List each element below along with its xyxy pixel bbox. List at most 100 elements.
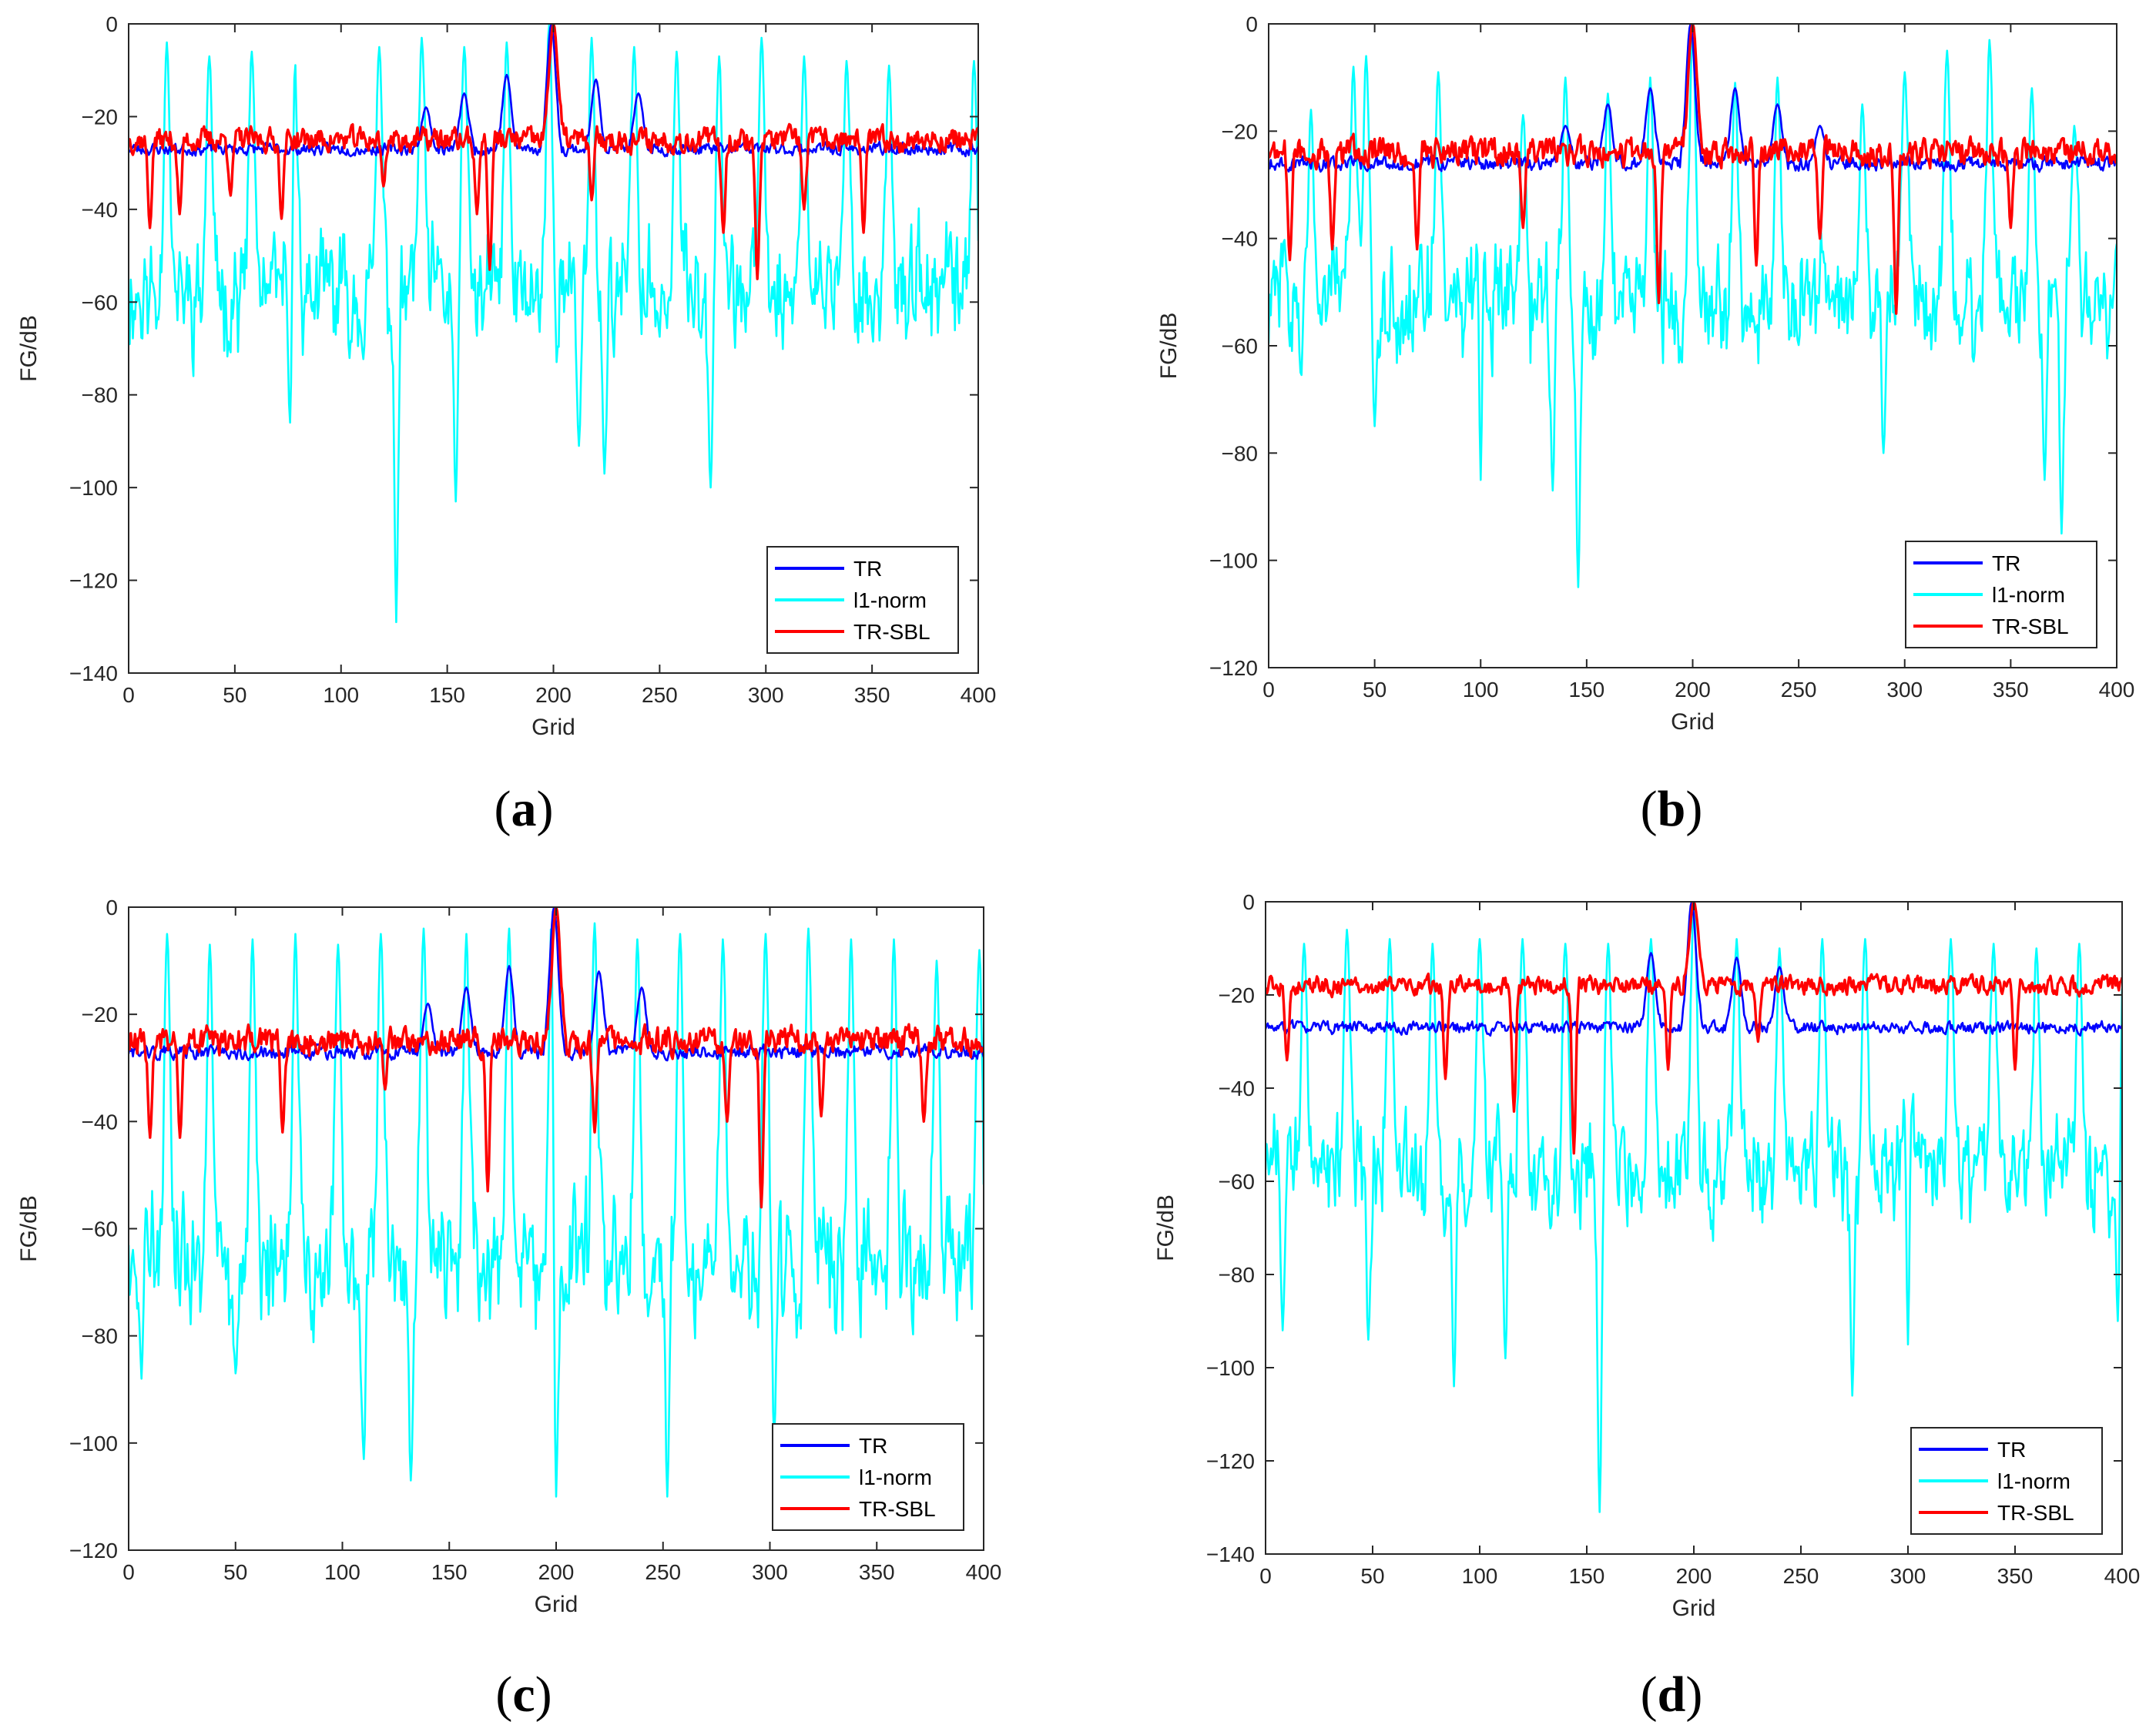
y-tick-label: −20 [82,105,119,129]
x-axis-label: Grid [1671,709,1715,735]
x-tick-label: 150 [1569,1564,1605,1588]
x-tick-label: 350 [854,683,890,707]
x-tick-label: 50 [1360,1564,1384,1588]
y-tick-label: −20 [82,1003,119,1027]
y-tick-label: −20 [1222,119,1259,143]
x-tick-label: 250 [1781,678,1817,702]
x-tick-label: 350 [1993,678,2029,702]
legend-label-l1-norm: l1-norm [1992,583,2065,607]
y-tick-label: −120 [69,569,118,593]
y-tick-label: 0 [106,896,118,919]
series-line-tr-sbl [1269,24,2117,315]
y-axis-label: FG/dB [1153,1194,1179,1261]
legend-label-tr: TR [1992,551,2020,575]
x-tick-label: 100 [1462,1564,1498,1588]
x-tick-label: 200 [1676,1564,1712,1588]
series-line-tr-sbl [129,24,978,280]
y-tick-label: −60 [1219,1170,1256,1194]
x-tick-label: 0 [1259,1564,1272,1588]
y-tick-label: −80 [82,384,119,407]
series-line-tr [1266,902,2122,1037]
x-tick-label: 400 [961,683,997,707]
legend-label-l1-norm: l1-norm [859,1465,932,1489]
x-axis-label: Grid [1672,1596,1716,1621]
legend: TR l1-norm TR-SBL [766,546,959,654]
legend: TR l1-norm TR-SBL [1910,1427,2103,1535]
legend-label-tr: TR [859,1434,887,1458]
x-tick-label: 250 [645,1560,681,1584]
x-tick-label: 50 [223,1560,247,1584]
y-tick-label: −120 [69,1539,118,1563]
x-tick-label: 0 [1262,678,1275,702]
y-tick-label: −80 [1222,441,1259,465]
panel-caption: (a) [495,781,554,837]
y-tick-label: 0 [1242,890,1255,914]
x-tick-label: 300 [748,683,784,707]
x-axis-label: Grid [535,1592,578,1617]
series-line-tr [129,907,984,1062]
x-tick-label: 350 [859,1560,895,1584]
x-axis-label: Grid [531,715,575,740]
legend-label-l1-norm: l1-norm [853,588,927,612]
y-axis-label: FG/dB [16,315,42,382]
y-axis-label: FG/dB [1156,313,1182,380]
x-tick-label: 100 [323,683,359,707]
y-tick-label: −80 [82,1325,119,1348]
x-tick-label: 100 [324,1560,360,1584]
x-tick-label: 100 [1463,678,1499,702]
x-tick-label: 250 [642,683,678,707]
x-tick-label: 150 [429,683,465,707]
y-tick-label: −40 [82,1110,119,1134]
series-line-tr-sbl [1266,902,2122,1155]
y-axis-label: FG/dB [16,1195,42,1262]
x-tick-label: 200 [538,1560,575,1584]
x-tick-label: 50 [1363,678,1386,702]
panel-a: 0 50 100 150 200 250 300 350 400 0 −20 −40 −60 −80 −10… [16,12,996,837]
y-tick-label: −60 [82,1218,119,1241]
legend: TR l1-norm TR-SBL [1905,541,2097,648]
series-line-l1-norm [1269,24,2117,588]
legend: TR l1-norm TR-SBL [772,1423,964,1531]
y-tick-label: 0 [1246,12,1258,36]
y-tick-label: −60 [1222,334,1259,358]
x-tick-label: 300 [1890,1564,1926,1588]
series-line-l1-norm [129,24,978,624]
x-tick-label: 400 [2104,1564,2141,1588]
y-tick-label: −40 [82,198,119,222]
y-tick-label: −80 [1219,1263,1256,1287]
y-tick-label: −120 [1209,656,1258,680]
y-tick-label: −120 [1206,1449,1255,1473]
panel-caption: (d) [1641,1666,1703,1723]
legend-label-tr-sbl: TR-SBL [1997,1501,2074,1525]
legend-label-tr: TR [1997,1438,2026,1462]
x-tick-label: 400 [2099,678,2135,702]
y-tick-label: −100 [69,476,118,500]
y-tick-label: −60 [82,290,119,314]
series-line-tr [129,24,978,158]
x-tick-label: 200 [1675,678,1711,702]
y-tick-label: −140 [1206,1542,1255,1566]
y-tick-label: −20 [1219,983,1256,1007]
y-tick-label: −100 [1206,1356,1255,1380]
y-tick-label: −140 [69,662,118,685]
panel-d: 0 50 100 150 200 250 300 350 400 0 −20 −40 −60 −80 −10… [1153,890,2140,1723]
y-tick-label: −40 [1219,1077,1256,1100]
legend-box [766,546,959,654]
x-tick-label: 50 [223,683,246,707]
x-tick-label: 200 [535,683,572,707]
legend-label-tr-sbl: TR-SBL [859,1497,936,1521]
y-tick-label: −100 [69,1432,118,1455]
series-line-tr-sbl [129,907,984,1209]
panel-caption: (c) [495,1666,552,1723]
legend-label-l1-norm: l1-norm [1997,1469,2070,1493]
x-tick-label: 400 [966,1560,1002,1584]
legend-label-tr: TR [853,557,882,581]
x-tick-label: 150 [1569,678,1605,702]
x-tick-label: 250 [1783,1564,1819,1588]
legend-label-tr-sbl: TR-SBL [1992,615,2069,638]
x-tick-label: 300 [1886,678,1923,702]
x-tick-label: 0 [122,1560,135,1584]
series-line-l1-norm [1266,902,2122,1513]
series-line-l1-norm [129,922,984,1498]
legend-label-tr-sbl: TR-SBL [853,620,930,644]
